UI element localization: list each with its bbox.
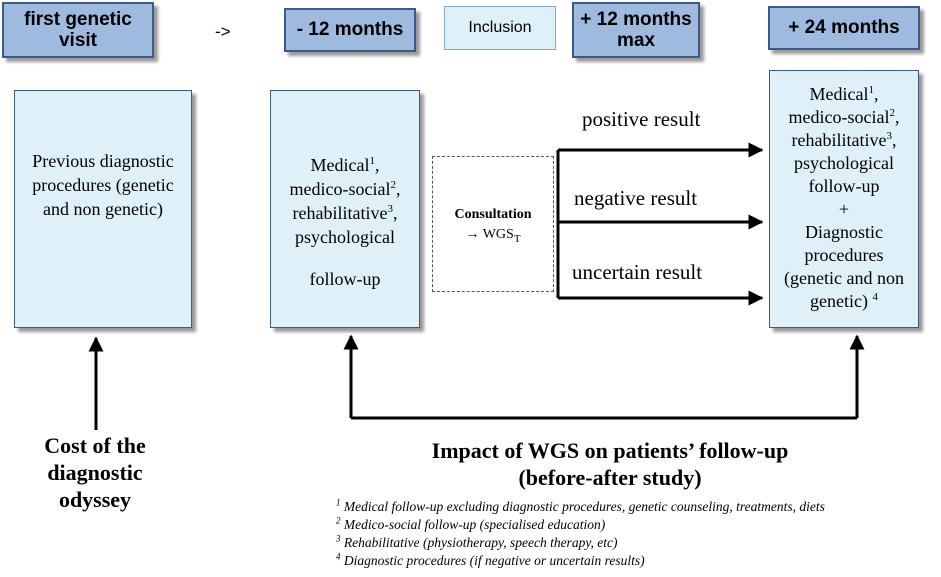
right-diagnostic-procedures: Diagnostic procedures (genetic and non g… (784, 222, 904, 311)
follow-up-medical: Medical (310, 155, 370, 175)
consultation-label: Consultation (454, 207, 532, 222)
follow-up-medico-social: medico-social (289, 179, 391, 199)
right-medical: Medical (809, 84, 869, 104)
right-footnote-ref-4: 4 (872, 291, 878, 303)
box-follow-up: Medical1, medico-social2, rehabilitative… (270, 90, 420, 328)
caption-impact-line2: (before-after study) (518, 465, 702, 490)
footnote-1: 1 Medical follow-up excluding diagnostic… (336, 497, 825, 514)
label-uncertain-result: uncertain result (572, 260, 703, 284)
caption-impact-line1: Impact of WGS on patients’ follow-up (431, 438, 789, 463)
label-negative-result: negative result (574, 186, 698, 210)
box-previous-procedures: Previous diagnostic procedures (genetic … (14, 90, 192, 328)
right-rehabilitative: rehabilitative (791, 130, 887, 150)
right-footnote-ref-2: 2 (889, 107, 895, 119)
caption-cost: Cost of the diagnostic odyssey (44, 433, 146, 512)
follow-up-rehabilitative: rehabilitative (292, 203, 388, 223)
caption-impact-title: Impact of WGS on patients’ follow-up (be… (340, 437, 880, 491)
footnote-4: 4 Diagnostic procedures (if negative or … (336, 551, 645, 568)
box-follow-up-24-months: Medical1, medico-social2, rehabilitative… (769, 70, 919, 328)
consultation-wgs: → WGST (465, 227, 521, 245)
header-plus-12-months-max: + 12 months max (572, 2, 700, 58)
header-inclusion: Inclusion (444, 6, 556, 50)
header-first-visit: first genetic visit (2, 2, 154, 58)
footnote-2: 2 Medico-social follow-up (specialised e… (336, 515, 606, 532)
label-positive-result: positive result (582, 107, 701, 131)
footnote-ref-3: 3 (387, 203, 393, 215)
footnote-ref-2: 2 (390, 179, 396, 191)
right-footnote-ref-3: 3 (886, 130, 892, 142)
footnote-ref-1: 1 (369, 155, 375, 167)
right-medico-social: medico-social (788, 107, 890, 127)
right-psychological: psychological follow-up (794, 153, 894, 196)
right-plus: + (838, 199, 850, 219)
header-arrow: -> (215, 22, 231, 41)
header-minus-12-months: - 12 months (284, 8, 416, 52)
box-consultation: Consultation → WGST (432, 156, 554, 292)
follow-up-psychological: psychological (295, 227, 395, 247)
footnote-3: 3 Rehabilitative (physiotherapy, speech … (336, 533, 618, 550)
header-plus-24-months: + 24 months (768, 6, 920, 50)
follow-up-end: follow-up (309, 269, 381, 289)
right-footnote-ref-1: 1 (868, 84, 874, 96)
